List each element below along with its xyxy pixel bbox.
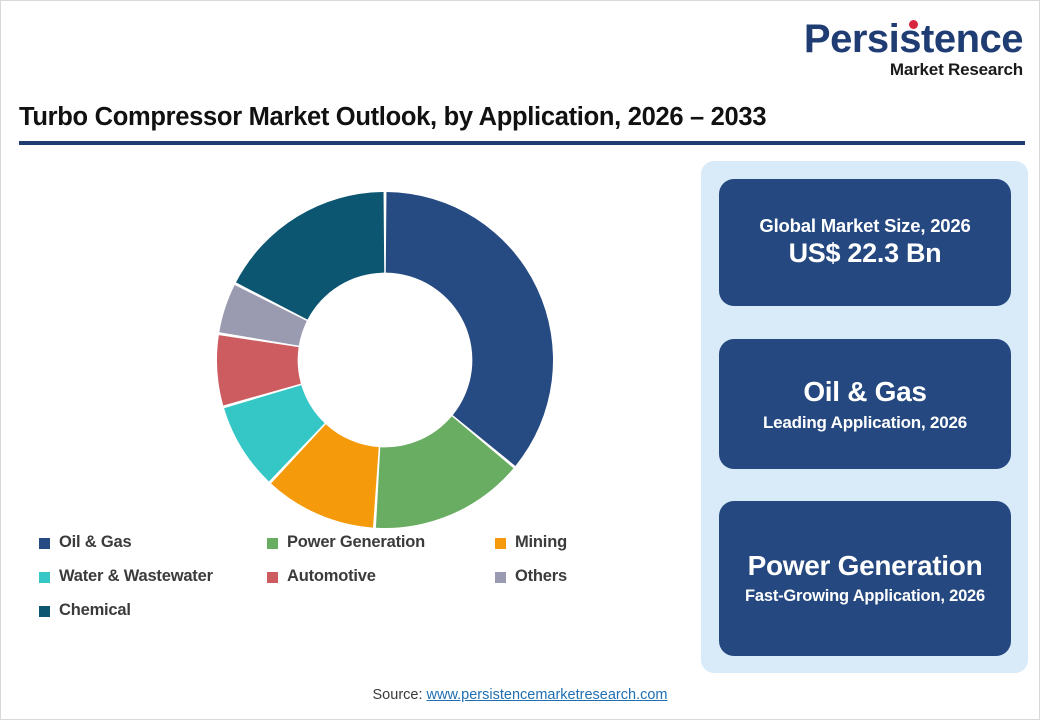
donut-slice[interactable] — [216, 335, 301, 406]
card-leading-application-label: Leading Application, 2026 — [762, 412, 968, 432]
brand-tagline: Market Research — [889, 60, 1023, 79]
legend-label-power-generation: Power Generation — [287, 533, 426, 551]
legend-swatch-oil-gas — [39, 538, 50, 549]
legend-label-others: Others — [515, 567, 567, 585]
source-footer: Source: www.persistencemarketresearch.co… — [1, 687, 1039, 703]
legend-label-mining: Mining — [515, 533, 567, 551]
legend-swatch-mining — [495, 538, 506, 549]
page-title-block: Turbo Compressor Market Outlook, by Appl… — [19, 103, 1025, 145]
donut-slice[interactable] — [385, 192, 553, 466]
highlights-panel: Global Market Size, 2026 US$ 22.3 Bn Oil… — [701, 161, 1028, 673]
legend-row: Oil & Gas Power Generation Mining — [39, 533, 649, 552]
legend-item-mining[interactable]: Mining — [495, 533, 645, 552]
legend-item-oil-gas[interactable]: Oil & Gas — [39, 533, 267, 552]
chart-legend: Oil & Gas Power Generation Mining Water … — [39, 533, 649, 635]
donut-slice[interactable] — [375, 416, 514, 528]
donut-slice[interactable] — [224, 385, 325, 482]
chart-area: Oil & Gas Power Generation Mining Water … — [15, 161, 675, 671]
title-divider — [19, 141, 1025, 145]
donut-slice[interactable] — [219, 285, 307, 346]
legend-row: Water & Wastewater Automotive Others — [39, 567, 649, 586]
legend-label-automotive: Automotive — [287, 567, 376, 585]
page-title: Turbo Compressor Market Outlook, by Appl… — [19, 103, 767, 131]
legend-row: Chemical — [39, 601, 649, 620]
source-label: Source: — [372, 687, 423, 703]
card-leading-application-value: Oil & Gas — [803, 376, 927, 408]
legend-item-automotive[interactable]: Automotive — [267, 567, 495, 586]
legend-swatch-power-generation — [267, 538, 278, 549]
logo-dot-icon — [908, 20, 918, 29]
donut-chart — [216, 192, 553, 528]
legend-swatch-automotive — [267, 572, 278, 583]
card-fast-growing-application: Power Generation Fast-Growing Applicatio… — [719, 501, 1011, 656]
legend-item-water-wastewater[interactable]: Water & Wastewater — [39, 567, 267, 586]
brand-logo: Persistence Market Research — [804, 19, 1024, 79]
legend-item-others[interactable]: Others — [495, 567, 645, 586]
donut-slice[interactable] — [271, 424, 379, 528]
legend-item-chemical[interactable]: Chemical — [39, 601, 267, 620]
card-fast-growing-application-value: Power Generation — [747, 550, 983, 582]
card-leading-application: Oil & Gas Leading Application, 2026 — [719, 339, 1011, 469]
donut-slice[interactable] — [235, 192, 385, 320]
card-fast-growing-application-label: Fast-Growing Application, 2026 — [744, 587, 985, 606]
card-global-market-size-label: Global Market Size, 2026 — [759, 215, 971, 237]
legend-swatch-others — [495, 572, 506, 583]
card-global-market-size: Global Market Size, 2026 US$ 22.3 Bn — [719, 179, 1011, 306]
legend-label-oil-gas: Oil & Gas — [59, 533, 132, 551]
legend-item-power-generation[interactable]: Power Generation — [267, 533, 495, 552]
legend-swatch-chemical — [39, 606, 50, 617]
card-global-market-size-value: US$ 22.3 Bn — [788, 238, 942, 269]
legend-swatch-water-wastewater — [39, 572, 50, 583]
legend-label-chemical: Chemical — [59, 601, 131, 619]
source-link[interactable]: www.persistencemarketresearch.com — [426, 687, 668, 703]
legend-label-water-wastewater: Water & Wastewater — [59, 567, 213, 585]
